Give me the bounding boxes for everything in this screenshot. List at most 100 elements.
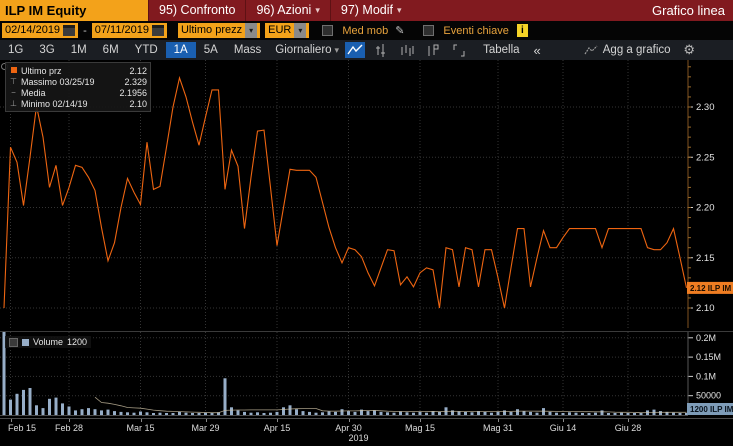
chevron-down-icon[interactable]: ▾ [245, 23, 258, 38]
med-mob-checkbox[interactable] [322, 25, 334, 36]
price-chart[interactable]: 2.30 2.25 2.20 2.15 2.10 2.12 ILP IM [0, 60, 733, 331]
date-tick-label: Mag 31 [482, 423, 514, 433]
legend-row-massimo[interactable]: ⊤ Massimo 03/25/19 2.329 [9, 76, 147, 87]
menu-azioni[interactable]: 96) Azioni ▾ [245, 0, 329, 21]
menu-confronto[interactable]: 95) Confronto [148, 0, 245, 21]
chevron-down-icon: ▾ [396, 5, 402, 15]
price-field-select[interactable]: Ultimo prezz ▾ [177, 23, 261, 38]
ohlc-bars-icon[interactable] [397, 42, 417, 58]
volume-bar [418, 411, 422, 415]
legend-label: Minimo 02/14/19 [21, 98, 88, 109]
chevron-down-icon: ▾ [334, 44, 340, 55]
volume-bar [626, 413, 630, 415]
legend-row-ultimo[interactable]: Ultimo prz 2.12 [9, 65, 147, 76]
tab-ytd[interactable]: YTD [134, 44, 158, 56]
volume-bar [516, 409, 519, 415]
bar-flag-icon[interactable] [423, 42, 443, 58]
volume-bar [522, 411, 526, 415]
line-chart-icon[interactable] [345, 42, 366, 58]
date-tick-label: Giu 14 [549, 423, 577, 433]
eventi-chiave-checkbox[interactable] [423, 25, 435, 36]
volume-bar [665, 411, 669, 415]
date-tick-label: Feb 28 [54, 423, 84, 433]
volume-bars-icon[interactable] [371, 42, 391, 58]
volume-bar [2, 332, 6, 415]
pencil-icon[interactable]: ✎ [395, 25, 405, 37]
volume-bar [321, 412, 324, 415]
date-axis-tick [10, 419, 12, 422]
volume-bar [639, 413, 643, 415]
tab-1a[interactable]: 1A [165, 42, 196, 58]
date-tick-label: Mar 15 [126, 423, 155, 433]
volume-bar [295, 409, 298, 415]
legend-row-minimo[interactable]: ⊥ Minimo 02/14/19 2.10 [9, 98, 147, 109]
date-from-field[interactable]: 02/14/2019 [2, 23, 79, 38]
collapse-button[interactable]: « [533, 42, 541, 58]
volume-bar [347, 411, 350, 415]
date-axis-tick [420, 419, 421, 422]
volume-bar [672, 412, 675, 415]
period-select[interactable]: Giornaliero ▾ [275, 44, 339, 56]
volume-legend[interactable]: Volume 1200 [5, 336, 92, 348]
tab-3g[interactable]: 3G [39, 44, 55, 56]
volume-bar [490, 412, 493, 415]
period-value: Giornaliero [275, 44, 332, 56]
menu-modif[interactable]: 97) Modif ▾ [329, 0, 412, 21]
volume-bar [67, 406, 71, 415]
chevron-down-icon: ▾ [315, 5, 320, 15]
tab-6m[interactable]: 6M [102, 44, 119, 56]
add-chart-button[interactable]: Agg a grafico [602, 44, 671, 56]
volume-chart[interactable]: 0.2M 0.15M 0.1M 50000 1200 ILP IM [0, 332, 733, 418]
volume-bar [366, 411, 370, 415]
tabella-button[interactable]: Tabella [483, 44, 520, 56]
date-tick-label: Apr 30 [335, 423, 362, 433]
volume-bar [35, 405, 38, 415]
page-title: Grafico linea [652, 3, 725, 18]
max-marker-icon: ⊤ [10, 77, 17, 86]
volume-bar [61, 403, 64, 415]
volume-checkbox-icon[interactable] [9, 337, 18, 347]
volume-legend-label: Volume [33, 337, 64, 347]
brackets-icon[interactable] [449, 42, 469, 58]
volume-bar [561, 413, 565, 415]
legend-label: Massimo 03/25/19 [21, 76, 95, 87]
volume-chart-panel[interactable]: 0.2M 0.15M 0.1M 50000 1200 ILP IM [0, 332, 733, 418]
ticker-input[interactable]: ILP IM Equity [0, 0, 148, 21]
date-axis-tick [348, 419, 350, 422]
gear-icon[interactable]: ⚙ [683, 42, 695, 57]
info-icon[interactable]: i [516, 24, 528, 37]
volume-bar [87, 408, 90, 415]
volume-bar [555, 412, 558, 415]
tab-5a[interactable]: 5A [203, 44, 218, 56]
volume-bar [210, 413, 214, 415]
volume-bar [379, 411, 383, 415]
currency-select[interactable]: EUR ▾ [265, 23, 310, 38]
tab-mass[interactable]: Mass [233, 44, 262, 56]
year-label: 2019 [348, 433, 369, 443]
date-to-field[interactable]: 07/11/2019 [91, 23, 167, 38]
volume-bar [457, 411, 461, 415]
volume-axis-tick-label: 0.15M [696, 352, 721, 362]
calendar-icon[interactable] [63, 25, 76, 36]
volume-bar [145, 412, 149, 415]
price-axis-tick-label: 2.20 [696, 203, 715, 214]
volume-bar [106, 409, 110, 415]
tab-1m[interactable]: 1M [70, 44, 87, 56]
volume-bar [132, 412, 136, 415]
price-chart-panel[interactable]: 2.30 2.25 2.20 2.15 2.10 2.12 ILP IM [0, 60, 733, 332]
volume-bar [438, 411, 441, 415]
volume-bar [327, 411, 331, 415]
legend-value: 2.329 [124, 76, 147, 87]
date-axis: Feb 15 Feb 28 Mar 15 Mar 29 Apr 15 Apr 30 Mag … [0, 418, 733, 446]
calendar-icon[interactable] [151, 25, 164, 36]
legend-value: 2.12 [129, 65, 147, 76]
chevron-down-icon[interactable]: ▾ [294, 23, 307, 38]
med-mob-label: Med mob [342, 24, 389, 37]
legend-row-media[interactable]: − Media 2.1956 [9, 87, 147, 98]
volume-bar [249, 412, 253, 415]
volume-bar [470, 412, 474, 415]
price-line [3, 75, 688, 309]
price-axis-tick-label: 2.10 [696, 303, 715, 314]
volume-bar [405, 412, 409, 415]
tab-1g[interactable]: 1G [8, 44, 24, 56]
